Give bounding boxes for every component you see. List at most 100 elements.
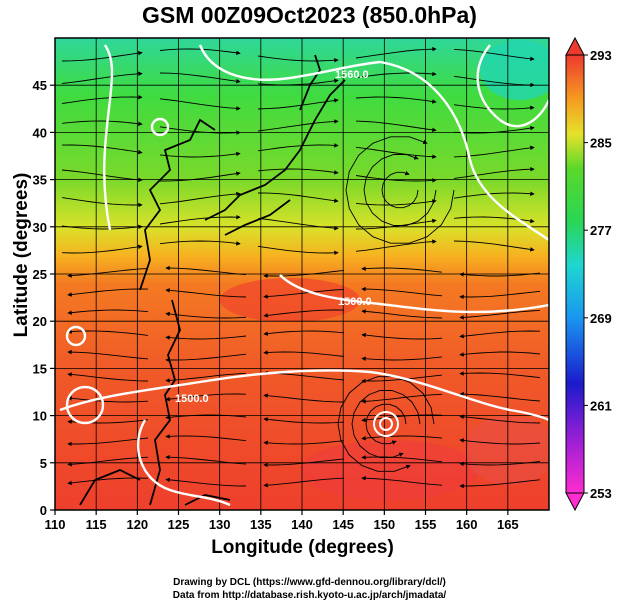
streamline xyxy=(459,414,541,424)
streamline xyxy=(61,120,143,126)
streamline xyxy=(459,438,541,445)
streamline xyxy=(61,224,143,230)
streamline xyxy=(257,168,339,175)
y-tick-label: 35 xyxy=(33,173,47,188)
colorbar-label: 285 xyxy=(590,136,612,151)
streamline xyxy=(165,434,247,442)
y-tick-label: 5 xyxy=(40,456,47,471)
x-axis-ticks: 110 115 120 125 130 135 140 145 150 155 160 165 xyxy=(45,510,519,532)
streamline xyxy=(453,167,535,179)
credit-data: Data from http://database.rish.kyoto-u.a… xyxy=(172,590,447,601)
streamline xyxy=(453,191,535,199)
streamline xyxy=(263,393,345,403)
x-tick-label: 155 xyxy=(415,517,437,532)
streamline xyxy=(61,144,143,155)
x-tick-label: 135 xyxy=(250,517,272,532)
height-contours xyxy=(59,44,549,507)
x-tick-label: 110 xyxy=(45,517,66,532)
map-title: GSM 00Z09Oct2023 (850.0hPa) xyxy=(142,2,477,28)
x-tick-label: 160 xyxy=(456,517,478,532)
streamline xyxy=(165,353,247,363)
streamline xyxy=(263,269,345,279)
streamline xyxy=(355,71,437,79)
streamline xyxy=(355,46,437,59)
streamline xyxy=(159,126,241,135)
streamline xyxy=(361,435,443,441)
streamline xyxy=(361,455,443,463)
x-tick-label: 150 xyxy=(373,517,395,532)
streamline xyxy=(67,309,149,315)
contour-label: 1500.0 xyxy=(338,296,372,308)
streamline xyxy=(159,214,241,225)
streamline xyxy=(361,266,443,273)
streamline xyxy=(453,75,535,88)
streamline xyxy=(61,71,143,84)
streamline xyxy=(263,309,345,318)
y-tick-label: 45 xyxy=(33,78,47,93)
streamline xyxy=(165,288,247,298)
streamline xyxy=(361,476,443,486)
wind-streamlines xyxy=(61,46,541,489)
y-tick-label: 30 xyxy=(33,220,47,235)
streamline xyxy=(365,403,407,445)
lat-lon-grid xyxy=(55,38,549,510)
streamline xyxy=(459,371,541,379)
streamline xyxy=(361,309,443,319)
x-tick-label: 165 xyxy=(497,517,519,532)
streamline xyxy=(345,136,455,244)
streamline xyxy=(165,311,247,319)
streamline xyxy=(361,356,443,361)
streamline xyxy=(453,240,535,252)
colorbar-label: 277 xyxy=(590,223,612,238)
streamline xyxy=(459,290,541,300)
streamline xyxy=(159,48,241,56)
streamline xyxy=(61,94,143,104)
streamline xyxy=(351,390,421,458)
streamline xyxy=(459,479,541,489)
streamline xyxy=(257,119,339,132)
x-tick-label: 120 xyxy=(126,517,148,532)
streamline xyxy=(459,309,541,320)
streamline xyxy=(453,145,535,158)
streamline xyxy=(67,329,149,336)
streamline xyxy=(159,151,241,158)
streamline xyxy=(257,192,339,203)
streamline xyxy=(61,197,143,208)
streamline xyxy=(257,98,339,110)
streamline xyxy=(363,154,437,226)
streamline xyxy=(257,78,339,86)
streamline xyxy=(67,288,149,297)
streamline xyxy=(459,272,541,277)
streamline xyxy=(459,461,541,467)
streamline xyxy=(459,330,541,339)
y-tick-label: 25 xyxy=(33,267,47,282)
credit-drawing: Drawing by DCL (https://www.gfd-dennou.o… xyxy=(173,577,446,588)
colorbar-label: 269 xyxy=(590,311,612,326)
streamline xyxy=(263,440,345,446)
contour-label: 1560.0 xyxy=(335,69,369,81)
streamline xyxy=(459,391,541,402)
y-tick-label: 10 xyxy=(33,409,47,424)
streamline xyxy=(337,376,435,472)
streamline xyxy=(61,244,143,254)
streamline xyxy=(263,458,345,468)
streamline xyxy=(361,393,443,404)
x-tick-label: 145 xyxy=(332,517,354,532)
streamline xyxy=(165,335,247,340)
y-tick-label: 20 xyxy=(33,314,47,329)
x-axis-label: Longitude (degrees) xyxy=(211,537,394,558)
streamline xyxy=(355,96,437,104)
streamline xyxy=(361,286,443,297)
streamline xyxy=(355,199,437,206)
streamline xyxy=(165,372,247,383)
streamline xyxy=(257,143,339,152)
streamline xyxy=(257,55,339,63)
streamline xyxy=(159,240,241,246)
streamline xyxy=(355,120,437,133)
streamline xyxy=(67,349,149,360)
y-tick-label: 40 xyxy=(33,125,47,140)
streamline xyxy=(165,414,247,420)
streamline xyxy=(355,218,437,230)
streamline xyxy=(257,245,339,256)
